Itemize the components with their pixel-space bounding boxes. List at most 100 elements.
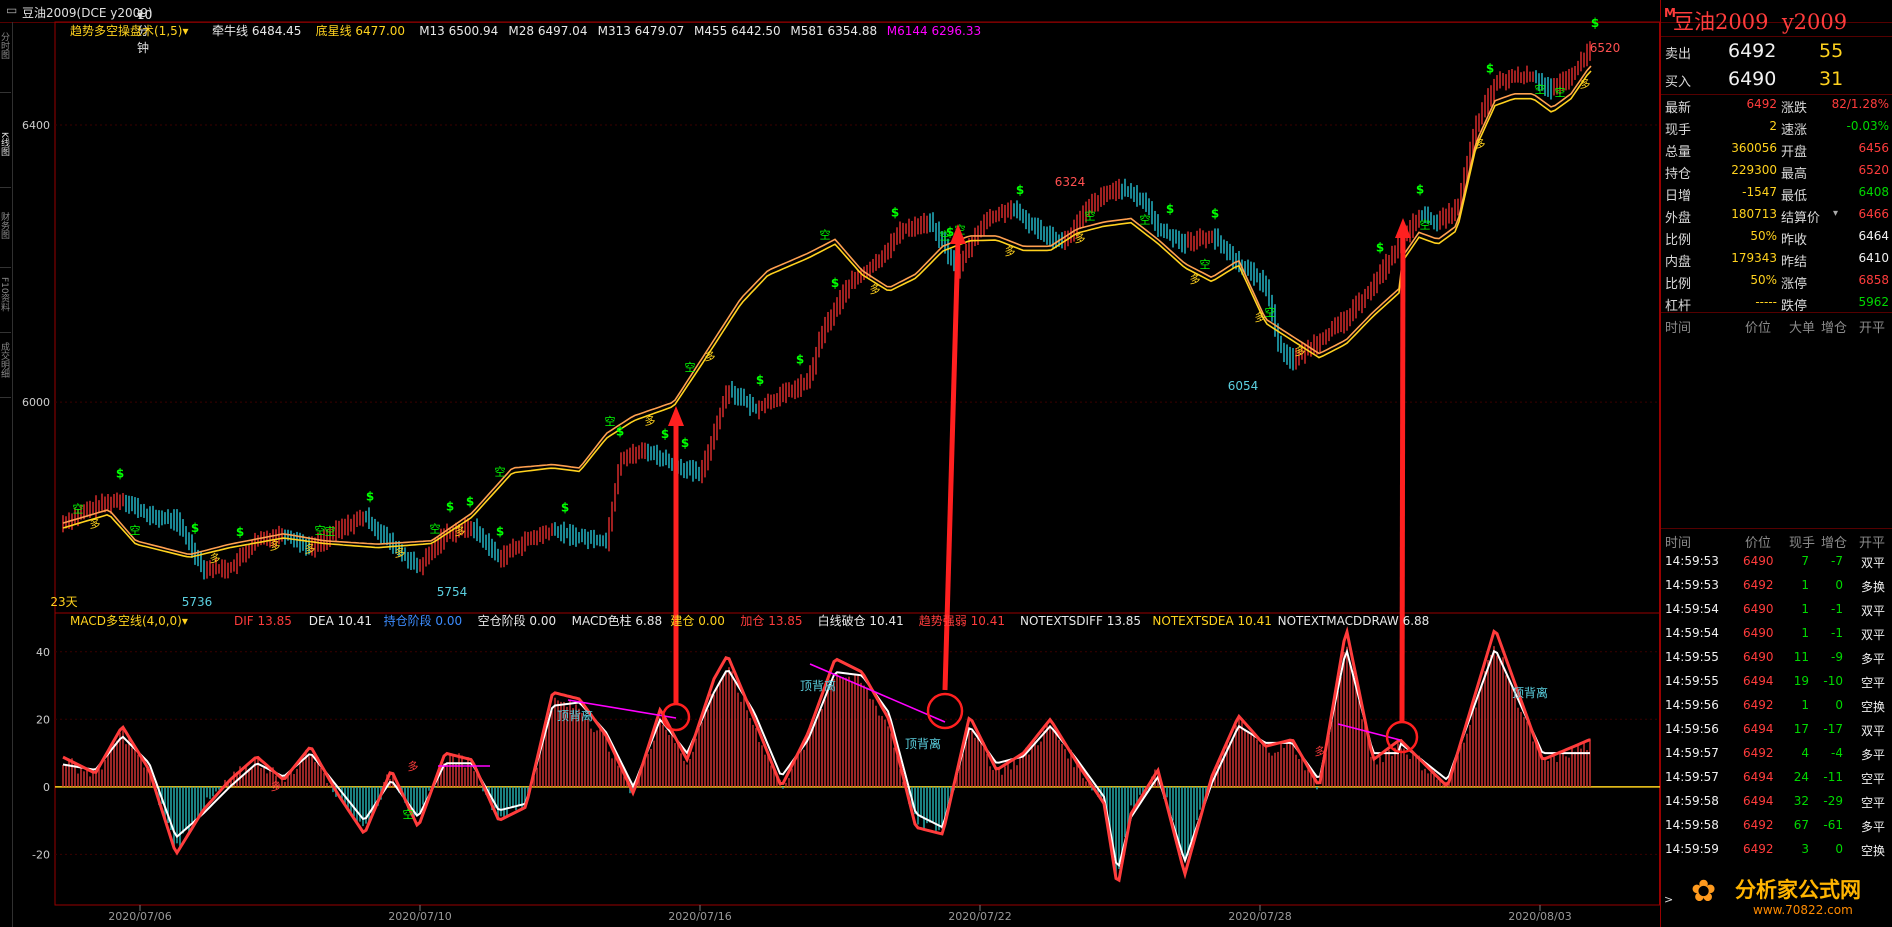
quote-stat-label: 总量: [1665, 145, 1692, 160]
bid-label: 买入: [1665, 75, 1692, 90]
tick-type: 双平: [1861, 628, 1886, 642]
main-legend-item: M455 6442.50: [694, 24, 781, 38]
short-signal: 空: [1555, 85, 1566, 99]
buy-signal: $: [1376, 241, 1384, 255]
short-signal: 空: [1265, 305, 1276, 319]
long-signal: 多: [1475, 137, 1486, 151]
quote-stat-label: 昨结: [1781, 255, 1808, 270]
tick-volume: 1: [1801, 602, 1809, 616]
tick-time: 14:59:58: [1665, 818, 1719, 832]
tick-oi-change: -29: [1823, 794, 1843, 808]
macd-histogram: [62, 646, 1591, 876]
hand-drawn-markup: [438, 218, 1419, 767]
main-legend-item: 牵牛线 6484.45: [212, 23, 301, 38]
tick-oi-change: -17: [1823, 722, 1843, 736]
dixing-line: [62, 70, 1592, 558]
quote-stat-label: 跌停: [1781, 299, 1808, 314]
quote-stat-value: 179343: [1731, 251, 1777, 265]
short-signal: 空: [430, 521, 441, 535]
long-signal: 多: [1295, 344, 1306, 358]
dif-line: [62, 626, 1591, 883]
quote-stat-value: 6520: [1858, 163, 1889, 177]
quote-stat-value: 50%: [1750, 229, 1777, 243]
buy-signal: $: [1166, 202, 1174, 216]
long-signal: 多: [645, 413, 656, 427]
settle-dropdown-icon[interactable]: ▾: [1833, 208, 1839, 219]
site-logo-icon: ✿: [1691, 874, 1717, 909]
main-legend-item: M6144 6296.33: [887, 24, 981, 38]
quote-stat-value: 360056: [1731, 141, 1777, 155]
sub-legend-item: 持仓阶段 0.00: [384, 613, 463, 628]
long-signal: 多: [1005, 244, 1016, 258]
arrow-head: [950, 224, 966, 244]
quote-stat-label: 比例: [1665, 233, 1692, 248]
arrow-head: [1395, 218, 1411, 238]
quote-stat-value: 50%: [1750, 273, 1777, 287]
tick-time: 14:59:58: [1665, 794, 1719, 808]
macd-short-signal: 空: [403, 807, 414, 821]
chart-svg[interactable]: $$ $$$ $$$$ $$$$$$$$$ $$$$$多多多多多多多多多多多多多多多多空…: [0, 0, 1660, 927]
quote-stat-label: 最新: [1665, 101, 1692, 116]
quote-stat-label: 结算价: [1781, 211, 1821, 226]
tick-price: 6490: [1743, 554, 1774, 568]
sub-legend-item: DEA 10.41: [309, 614, 372, 628]
price-annotation: 6520: [1590, 41, 1621, 55]
tab-kline[interactable]: K线图: [0, 132, 11, 188]
tick-time: 14:59:57: [1665, 770, 1719, 784]
long-signal: 多: [210, 551, 221, 565]
buy-signal: $: [1016, 183, 1024, 197]
instrument-selector[interactable]: 豆油2009(DCE y2009): [22, 6, 153, 20]
site-url: www.70822.com: [1753, 903, 1853, 917]
macd-long-signal: 多: [408, 759, 419, 773]
tab-timeshare[interactable]: 分时图: [0, 32, 11, 93]
tick-oi-change: -61: [1823, 818, 1843, 832]
quote-stat-label: 涨跌: [1781, 101, 1808, 116]
price-annotation: 23天: [50, 595, 77, 609]
price-annotation: 5736: [182, 595, 213, 609]
tick-type: 空换: [1861, 844, 1886, 858]
buy-signal: $: [236, 525, 244, 539]
tab-finance[interactable]: 财务图: [0, 212, 11, 268]
main-legend-item: M13 6500.94: [419, 24, 498, 38]
x-tick-label: 2020/08/03: [1508, 910, 1571, 923]
scroll-down-icon[interactable]: >: [1664, 893, 1674, 906]
tick-volume: 24: [1793, 770, 1809, 784]
site-name: 分析家公式网: [1735, 878, 1861, 902]
main-legend-item: M28 6497.04: [508, 24, 587, 38]
tick-price: 6494: [1743, 674, 1774, 688]
buy-signal: $: [1486, 61, 1494, 75]
ask-label: 卖出: [1665, 47, 1692, 62]
tick-oi-change: -9: [1831, 650, 1843, 664]
x-tick-label: 2020/07/22: [948, 910, 1011, 923]
short-signal: 空: [495, 465, 506, 479]
tick-oi-change: 0: [1835, 842, 1843, 856]
divergence-label: 顶背离: [905, 736, 941, 751]
tick-oi-change: 0: [1835, 698, 1843, 712]
axes: 6000 6400 40 20 0 -20 2020/07/06 2020/07/10 2020…: [22, 119, 1572, 923]
buy-signal: $: [1591, 16, 1599, 30]
tick-time: 14:59:54: [1665, 626, 1719, 640]
m-badge: M: [1664, 6, 1676, 20]
long-signal: 多: [1190, 272, 1201, 286]
tick-price: 6490: [1743, 626, 1774, 640]
macd-long-signal: 多: [1315, 744, 1326, 758]
tick-oi-change: -10: [1823, 674, 1843, 688]
macd-lines: [62, 626, 1591, 883]
long-signal: 多: [455, 524, 466, 538]
long-signal: 多: [1255, 310, 1266, 324]
short-signal: 空: [1085, 209, 1096, 223]
tick-volume: 3: [1801, 842, 1809, 856]
quote-stat-value: -----: [1755, 295, 1777, 309]
tab-f10[interactable]: F10资料: [0, 277, 11, 333]
tab-trades[interactable]: 成交明细: [0, 342, 11, 398]
quote-stat-label: 速涨: [1781, 123, 1808, 138]
tick-type: 空平: [1861, 772, 1886, 786]
quote-stat-label: 日增: [1665, 189, 1692, 204]
quote-stat-label: 内盘: [1665, 255, 1692, 270]
ask-volume: 55: [1819, 40, 1844, 62]
buy-signal: $: [1416, 182, 1424, 196]
x-tick-label: 2020/07/16: [668, 910, 731, 923]
quote-stat-label: 最低: [1781, 189, 1808, 204]
quote-stat-label: 最高: [1781, 167, 1808, 182]
